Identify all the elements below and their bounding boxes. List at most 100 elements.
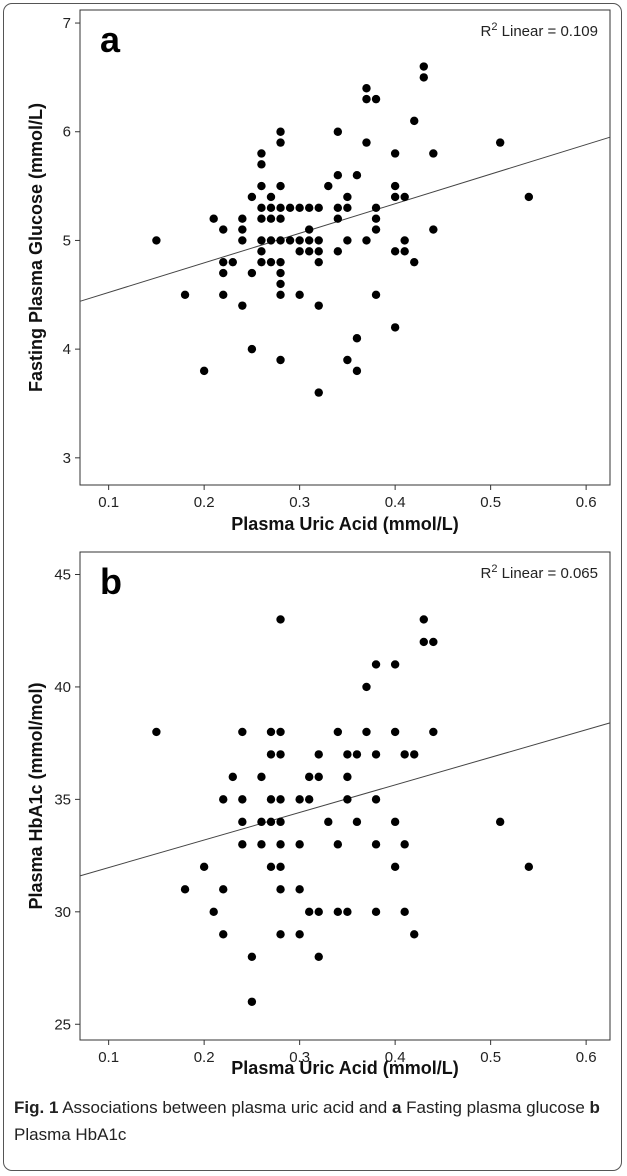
data-point [257,203,266,213]
data-point [333,203,343,213]
data-point [266,795,276,804]
figure-caption: Fig. 1 Associations between plasma uric … [14,1094,614,1148]
data-point [266,192,276,202]
data-point [266,750,276,759]
data-point [266,214,276,223]
data-point [362,727,371,737]
data-point [371,840,381,849]
data-point [199,366,209,376]
data-point [390,817,400,827]
data-point [295,236,304,245]
data-point [410,930,419,939]
data-point [343,772,352,782]
x-tick-label: 0.6 [576,494,597,511]
data-point [276,203,285,213]
data-point [276,817,285,827]
data-point [295,795,304,804]
data-point [257,181,266,191]
data-point [304,772,314,782]
data-point [495,817,505,827]
figure-frame [3,3,622,1171]
data-point [247,344,257,354]
data-point [276,257,285,267]
data-point [266,257,276,267]
data-point [295,203,304,213]
data-point [276,840,285,849]
data-point [314,236,323,245]
data-point [362,236,371,245]
data-point [266,236,276,245]
y-tick-label: 6 [63,124,71,141]
data-point [257,214,266,223]
x-tick-label: 0.3 [289,1049,310,1066]
caption-fig-label: Fig. 1 [14,1098,59,1117]
data-point [314,772,323,782]
data-point [219,885,228,894]
data-point [238,795,247,804]
data-point [304,225,314,234]
data-point [371,795,381,804]
caption-text-1: Associations between plasma uric acid an… [58,1098,392,1117]
data-point [304,236,314,245]
data-point [295,247,304,256]
data-point [266,817,276,827]
data-point [219,290,228,299]
data-point [257,840,266,849]
data-point [362,682,371,692]
x-tick-label: 0.1 [98,494,119,511]
data-point [324,181,333,191]
data-point [276,930,285,939]
data-point [343,236,352,245]
caption-text-2: Fasting plasma glucose [401,1098,590,1117]
x-tick-label: 0.3 [289,494,310,511]
data-point [276,290,285,299]
caption-text-3: Plasma HbA1c [14,1125,127,1144]
y-tick-label: 30 [54,904,71,921]
data-point [371,750,381,759]
data-point [314,388,323,397]
data-point [390,247,400,256]
data-point [390,660,400,669]
data-point [257,257,266,267]
data-point [371,660,381,669]
data-point [333,247,343,256]
data-point [295,290,304,299]
data-point [371,214,381,223]
data-point [276,727,285,737]
data-point [352,334,362,343]
data-point [209,907,218,917]
x-tick-label: 0.4 [385,494,406,511]
data-point [152,236,161,245]
data-point [400,907,409,917]
data-point [324,817,333,827]
data-point [276,862,285,872]
data-point [333,171,343,180]
data-point [238,301,247,310]
data-point [257,247,266,256]
y-tick-label: 45 [54,566,71,583]
chart-panel-b: 0.1 0.2 0.3 0.4 0.5 0.6 25 30 35 40 45 Plasma Uric … [26,551,611,1078]
data-point [247,192,257,202]
data-point [276,795,285,804]
r-squared-annotation: R2 Linear = 0.065 [481,563,598,582]
data-point [371,225,381,234]
data-point [285,236,295,245]
data-point [285,203,295,213]
data-point [257,236,266,245]
data-point [257,817,266,827]
data-point [276,268,285,278]
data-point [238,236,247,245]
data-point [333,907,343,917]
data-point [219,257,228,267]
data-point [276,138,285,147]
data-point [400,236,409,245]
data-point [352,171,362,180]
data-point [276,181,285,191]
data-point [429,727,438,737]
data-point [276,750,285,759]
data-point [390,149,400,158]
data-point [400,840,409,849]
panel-letter: b [100,561,122,602]
data-point [238,225,247,234]
